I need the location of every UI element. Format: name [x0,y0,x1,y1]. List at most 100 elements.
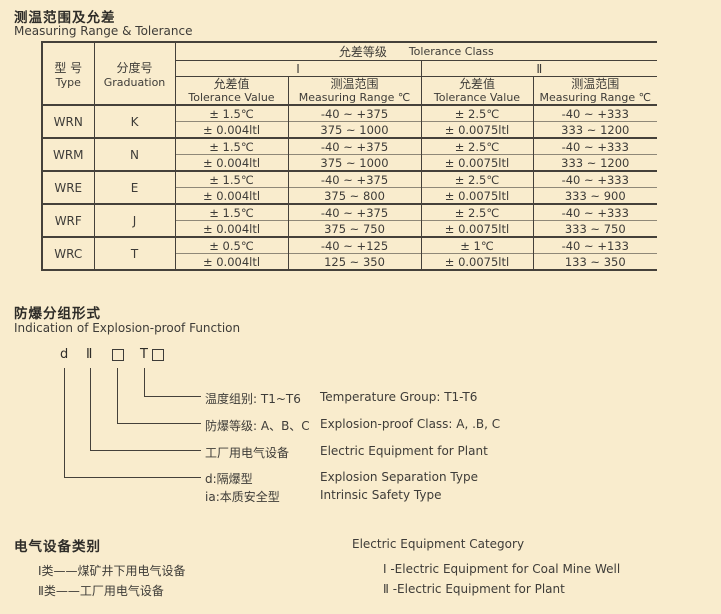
table-cell: ± 1.5℃ [174,137,288,155]
table-cell: -40 ~ +333 [532,170,658,188]
col-header-graduation-cn: 分度号 [116,60,153,75]
table-row: ± 0.004ltl 375 ~ 750 ± 0.0075ltl 333 ~ 7… [42,220,658,237]
table-cell: 333 ~ 1200 [532,154,658,171]
table-cell: -40 ~ +333 [532,137,658,155]
table-row: WRN K ± 1.5℃ -40 ~ +375 ± 2.5℃ -40 ~ +33… [41,104,658,138]
table-cell: ± 0.0075ltl [420,253,533,270]
diagram-line [64,477,201,478]
tolerance-class-label-cn: 允差等级 [338,45,387,59]
table-cell: -40 ~ +375 [287,104,421,122]
graduation-cell: N [93,137,175,171]
range-1-cn: 测温范围 [330,76,379,91]
tolerance-value-2-en: Tolerance Value [433,90,521,104]
label-explosion-class-cn: 防爆等级: A、B、C [205,419,310,433]
table-cell: 375 ~ 800 [287,187,421,204]
col-header-graduation-en: Graduation [103,75,166,89]
tolerance-section-title-cn: 测温范围及允差 [14,10,116,26]
table-cell: -40 ~ +333 [532,104,658,122]
col-header-range-1: 测温范围 Measuring Range ℃ [287,76,421,106]
table-cell: ± 0.004ltl [174,220,288,237]
table-row: ± 0.004ltl 375 ~ 800 ± 0.0075ltl 333 ~ 9… [42,187,658,204]
table-cell: -40 ~ +375 [287,137,421,155]
label-explosion-class-en: Explosion-proof Class: A, .B, C [320,417,501,431]
col-header-type-en: Type [55,75,81,89]
col-header-range-2: 测温范围 Measuring Range ℃ [532,76,658,106]
tolerance-value-2-cn: 允差值 [458,76,495,91]
code-symbol-t: T [140,347,148,362]
col-header-tolerance-class: 允差等级 Tolerance Class [174,42,658,61]
table-cell: -40 ~ +375 [287,170,421,188]
category-section-title-en: Electric Equipment Category [352,537,525,551]
table-cell: ± 1℃ [420,236,533,254]
label-plant-equipment-cn: 工厂用电气设备 [205,446,290,460]
table-cell: 333 ~ 750 [532,220,658,237]
table-cell: ± 0.004ltl [174,187,288,204]
type-cell: WRF [41,203,94,237]
type-cell: WRN [41,104,94,138]
range-1-en: Measuring Range ℃ [298,90,411,104]
range-2-cn: 测温范围 [571,76,620,91]
table-cell: -40 ~ +375 [287,203,421,221]
col-header-graduation: 分度号 Graduation [93,42,175,106]
category-item-1-en: Ⅰ -Electric Equipment for Coal Mine Well [383,562,621,576]
label-intrinsic-safety-en: Intrinsic Safety Type [320,488,442,502]
type-cell: WRE [41,170,94,204]
code-symbol-ii: Ⅱ [86,347,93,362]
table-cell: ± 0.0075ltl [420,187,533,204]
class-2-header: Ⅱ [420,60,658,77]
type-cell: WRC [41,236,94,270]
table-cell: ± 2.5℃ [420,104,533,122]
table-cell: -40 ~ +125 [287,236,421,254]
category-item-2-en: Ⅱ -Electric Equipment for Plant [383,582,565,596]
table-row: WRM N ± 1.5℃ -40 ~ +375 ± 2.5℃ -40 ~ +33… [41,137,658,171]
table-row: WRE E ± 1.5℃ -40 ~ +375 ± 2.5℃ -40 ~ +33… [41,170,658,204]
diagram-line [117,423,201,424]
table-row: ± 0.004ltl 375 ~ 1000 ± 0.0075ltl 333 ~ … [42,154,658,171]
table-cell: ± 0.004ltl [174,121,288,138]
tolerance-value-1-cn: 允差值 [213,76,250,91]
explosion-section-title-cn: 防爆分组形式 [14,306,101,322]
table-cell: 333 ~ 1200 [532,121,658,138]
table-cell: -40 ~ +133 [532,236,658,254]
diagram-line [144,368,145,397]
label-plant-equipment-en: Electric Equipment for Plant [320,444,488,458]
tolerance-class-label-en: Tolerance Class [408,45,494,58]
category-item-1-cn: Ⅰ类——煤矿井下用电气设备 [38,564,186,578]
tolerance-table: 型 号 Type 分度号 Graduation 允差等级 Tolerance C… [41,41,658,271]
diagram-line [90,368,91,451]
table-row: WRC T ± 0.5℃ -40 ~ +125 ± 1℃ -40 ~ +133 [41,236,658,270]
graduation-cell: K [93,104,175,138]
diagram-line [90,450,201,451]
graduation-cell: E [93,170,175,204]
table-cell: ± 0.004ltl [174,154,288,171]
table-cell: ± 2.5℃ [420,137,533,155]
tolerance-value-1-en: Tolerance Value [188,90,275,104]
category-section-title-cn: 电气设备类别 [14,539,101,555]
table-cell: ± 0.0075ltl [420,121,533,138]
label-intrinsic-safety-cn: ia:本质安全型 [205,490,280,504]
table-cell: ± 2.5℃ [420,203,533,221]
table-cell: 333 ~ 900 [532,187,658,204]
label-temperature-group-en: Temperature Group: T1-T6 [320,390,478,404]
tolerance-section-title-en: Measuring Range & Tolerance [14,24,193,38]
explosion-section-title-en: Indication of Explosion-proof Function [14,321,241,335]
table-cell: 375 ~ 1000 [287,121,421,138]
table-cell: 375 ~ 750 [287,220,421,237]
col-header-tolerance-value-1: 允差值 Tolerance Value [174,76,288,106]
code-blank-box-2 [152,349,164,361]
table-cell: 125 ~ 350 [287,253,421,270]
col-header-type-cn: 型 号 [54,60,83,75]
label-flameproof-type-en: Explosion Separation Type [320,470,478,484]
class-1-header: Ⅰ [174,60,421,77]
table-cell: -40 ~ +333 [532,203,658,221]
table-cell: ± 0.0075ltl [420,154,533,171]
table-cell: ± 1.5℃ [174,203,288,221]
code-symbol-d: d [60,347,69,362]
category-item-2-cn: Ⅱ类——工厂用电气设备 [38,584,164,598]
table-row: ± 0.004ltl 125 ~ 350 ± 0.0075ltl 133 ~ 3… [42,253,658,270]
table-cell: ± 2.5℃ [420,170,533,188]
col-header-type: 型 号 Type [41,42,94,106]
table-cell: ± 0.5℃ [174,236,288,254]
table-cell: ± 0.0075ltl [420,220,533,237]
